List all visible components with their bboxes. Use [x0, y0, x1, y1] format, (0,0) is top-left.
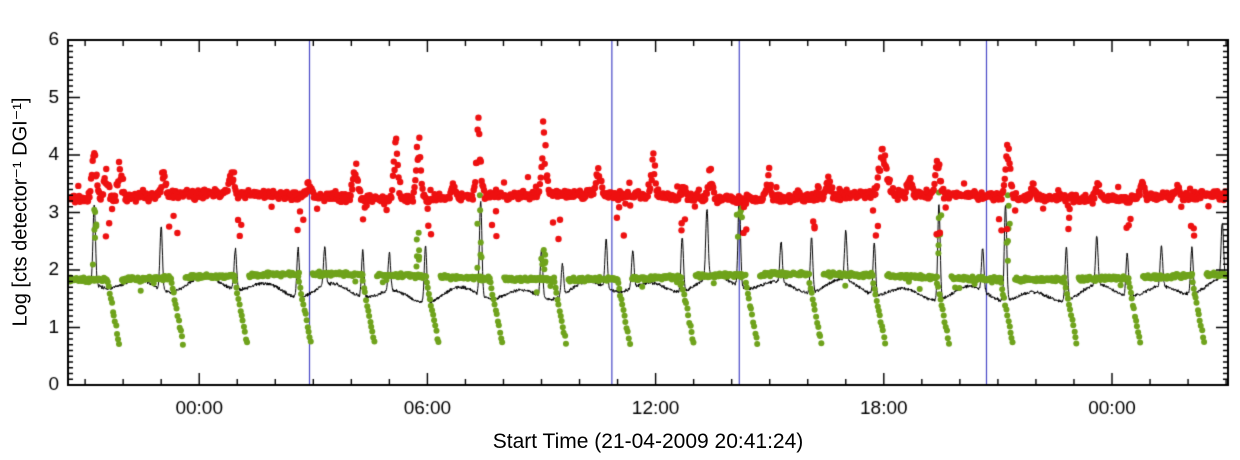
x-axis-label: Start Time (21-04-2009 20:41:24) — [492, 430, 804, 453]
y-axis-label: Log [cts detector⁻¹ DGI⁻¹] — [9, 97, 32, 327]
